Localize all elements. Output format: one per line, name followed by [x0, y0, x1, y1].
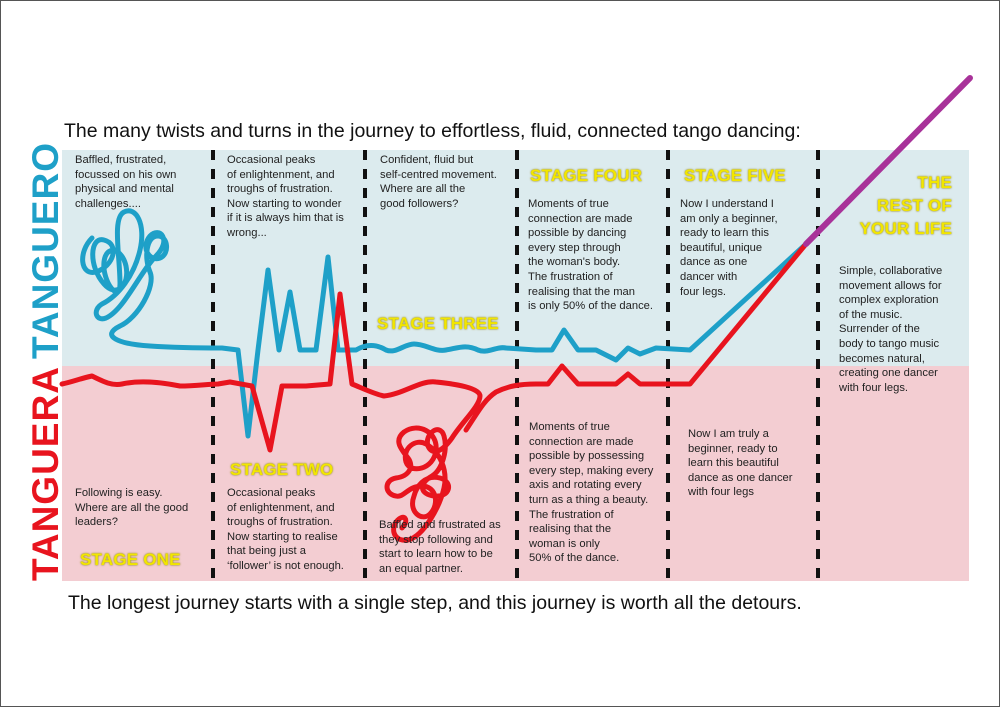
- tanguero-stage-three-text: Confident, fluid but self-centred moveme…: [380, 154, 497, 210]
- rest-of-life-text: Simple, collaborative movement allows fo…: [839, 265, 943, 394]
- rest-of-life-label: THE REST OF YOUR LIFE: [859, 173, 952, 238]
- stage-four-label: STAGE FOUR: [530, 166, 643, 185]
- diagram-footer: The longest journey starts with a single…: [68, 592, 802, 614]
- tanguero-stage-two-text: Occasional peaks of enlightenment, and t…: [227, 154, 344, 239]
- tanguera-stage-five-text: Now I am truly a beginner, ready to lear…: [688, 428, 793, 499]
- stage-five-label: STAGE FIVE: [684, 166, 786, 185]
- tanguero-label: TANGUERO: [25, 142, 66, 359]
- merged-journey-line: [803, 75, 973, 247]
- stage-dividers: [211, 150, 820, 581]
- tanguera-label: TANGUERA: [25, 366, 66, 581]
- tanguera-stage-four-text: Moments of true connection are made poss…: [529, 421, 654, 565]
- stage-three-label: STAGE THREE: [377, 314, 499, 333]
- stage-one-label: STAGE ONE: [80, 550, 181, 569]
- tanguero-journey-line: [80, 208, 809, 439]
- diagram-title: The many twists and turns in the journey…: [64, 120, 801, 142]
- stage-two-label: STAGE TWO: [230, 460, 334, 479]
- tanguera-stage-one-text: Following is easy. Where are all the goo…: [75, 487, 189, 529]
- tanguera-stage-three-text: Baffled and frustrated as they stop foll…: [379, 519, 501, 575]
- tanguero-stage-five-text: Now I understand I am only a beginner, r…: [680, 198, 778, 298]
- tanguera-journey-line: [59, 241, 809, 543]
- tanguero-stage-four-text: Moments of true connection are made poss…: [528, 198, 654, 313]
- tanguera-stage-two-text: Occasional peaks of enlightenment, and t…: [227, 487, 344, 572]
- tanguero-stage-one-text: Baffled, frustrated, focussed on his own…: [75, 154, 177, 210]
